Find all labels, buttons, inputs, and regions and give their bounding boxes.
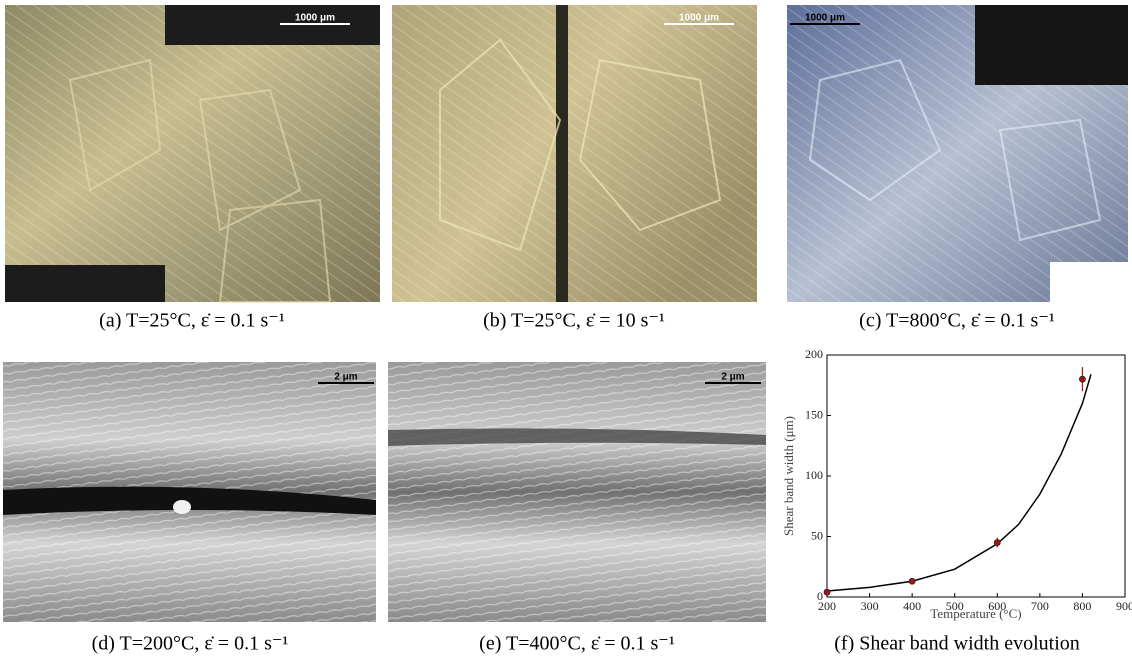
scale-label: 1000 μm (679, 13, 719, 24)
y-tick-label: 0 (817, 589, 823, 603)
y-tick-label: 100 (805, 468, 823, 482)
y-axis-label: Shear band width (μm) (781, 416, 796, 536)
panel-caption: (e) T=400°C, ε̇ = 0.1 s⁻¹ (479, 633, 675, 655)
data-point (823, 588, 831, 596)
data-point (993, 539, 1001, 546)
x-tick-label: 200 (818, 599, 836, 613)
x-tick-label: 700 (1031, 599, 1049, 613)
y-tick-label: 200 (805, 347, 823, 361)
micrograph-d (3, 362, 376, 622)
scale-label: 2 μm (721, 372, 744, 383)
plot-frame (826, 354, 1126, 598)
x-tick-label: 600 (988, 599, 1006, 613)
micrograph-c (787, 5, 1128, 302)
fit-curve (826, 374, 1092, 592)
panel-caption: (d) T=200°C, ε̇ = 0.1 s⁻¹ (92, 633, 289, 655)
scale-label: 1000 μm (295, 13, 335, 24)
data-point (1079, 375, 1086, 383)
x-tick-label: 400 (903, 599, 921, 613)
scale-label: 1000 μm (805, 13, 845, 24)
x-tick-label: 300 (861, 599, 879, 613)
micrograph-e (388, 362, 766, 622)
chart-caption: (f) Shear band width evolution (834, 633, 1080, 655)
x-tick-label: 900 (1116, 599, 1132, 613)
panel-caption: (c) T=800°C, ε̇ = 0.1 s⁻¹ (859, 310, 1055, 332)
panel-caption: (a) T=25°C, ε̇ = 0.1 s⁻¹ (99, 310, 285, 332)
micrograph-a (5, 5, 380, 303)
micrograph-b (392, 5, 757, 302)
panel-caption: (b) T=25°C, ε̇ = 10 s⁻¹ (483, 310, 665, 332)
data-point (908, 577, 916, 585)
y-tick-label: 50 (811, 528, 823, 542)
x-axis-label: Temperature (°C) (930, 606, 1021, 621)
x-tick-label: 800 (1073, 599, 1091, 613)
scale-label: 2 μm (334, 372, 357, 383)
y-tick-label: 150 (805, 407, 823, 421)
x-tick-label: 500 (946, 599, 964, 613)
